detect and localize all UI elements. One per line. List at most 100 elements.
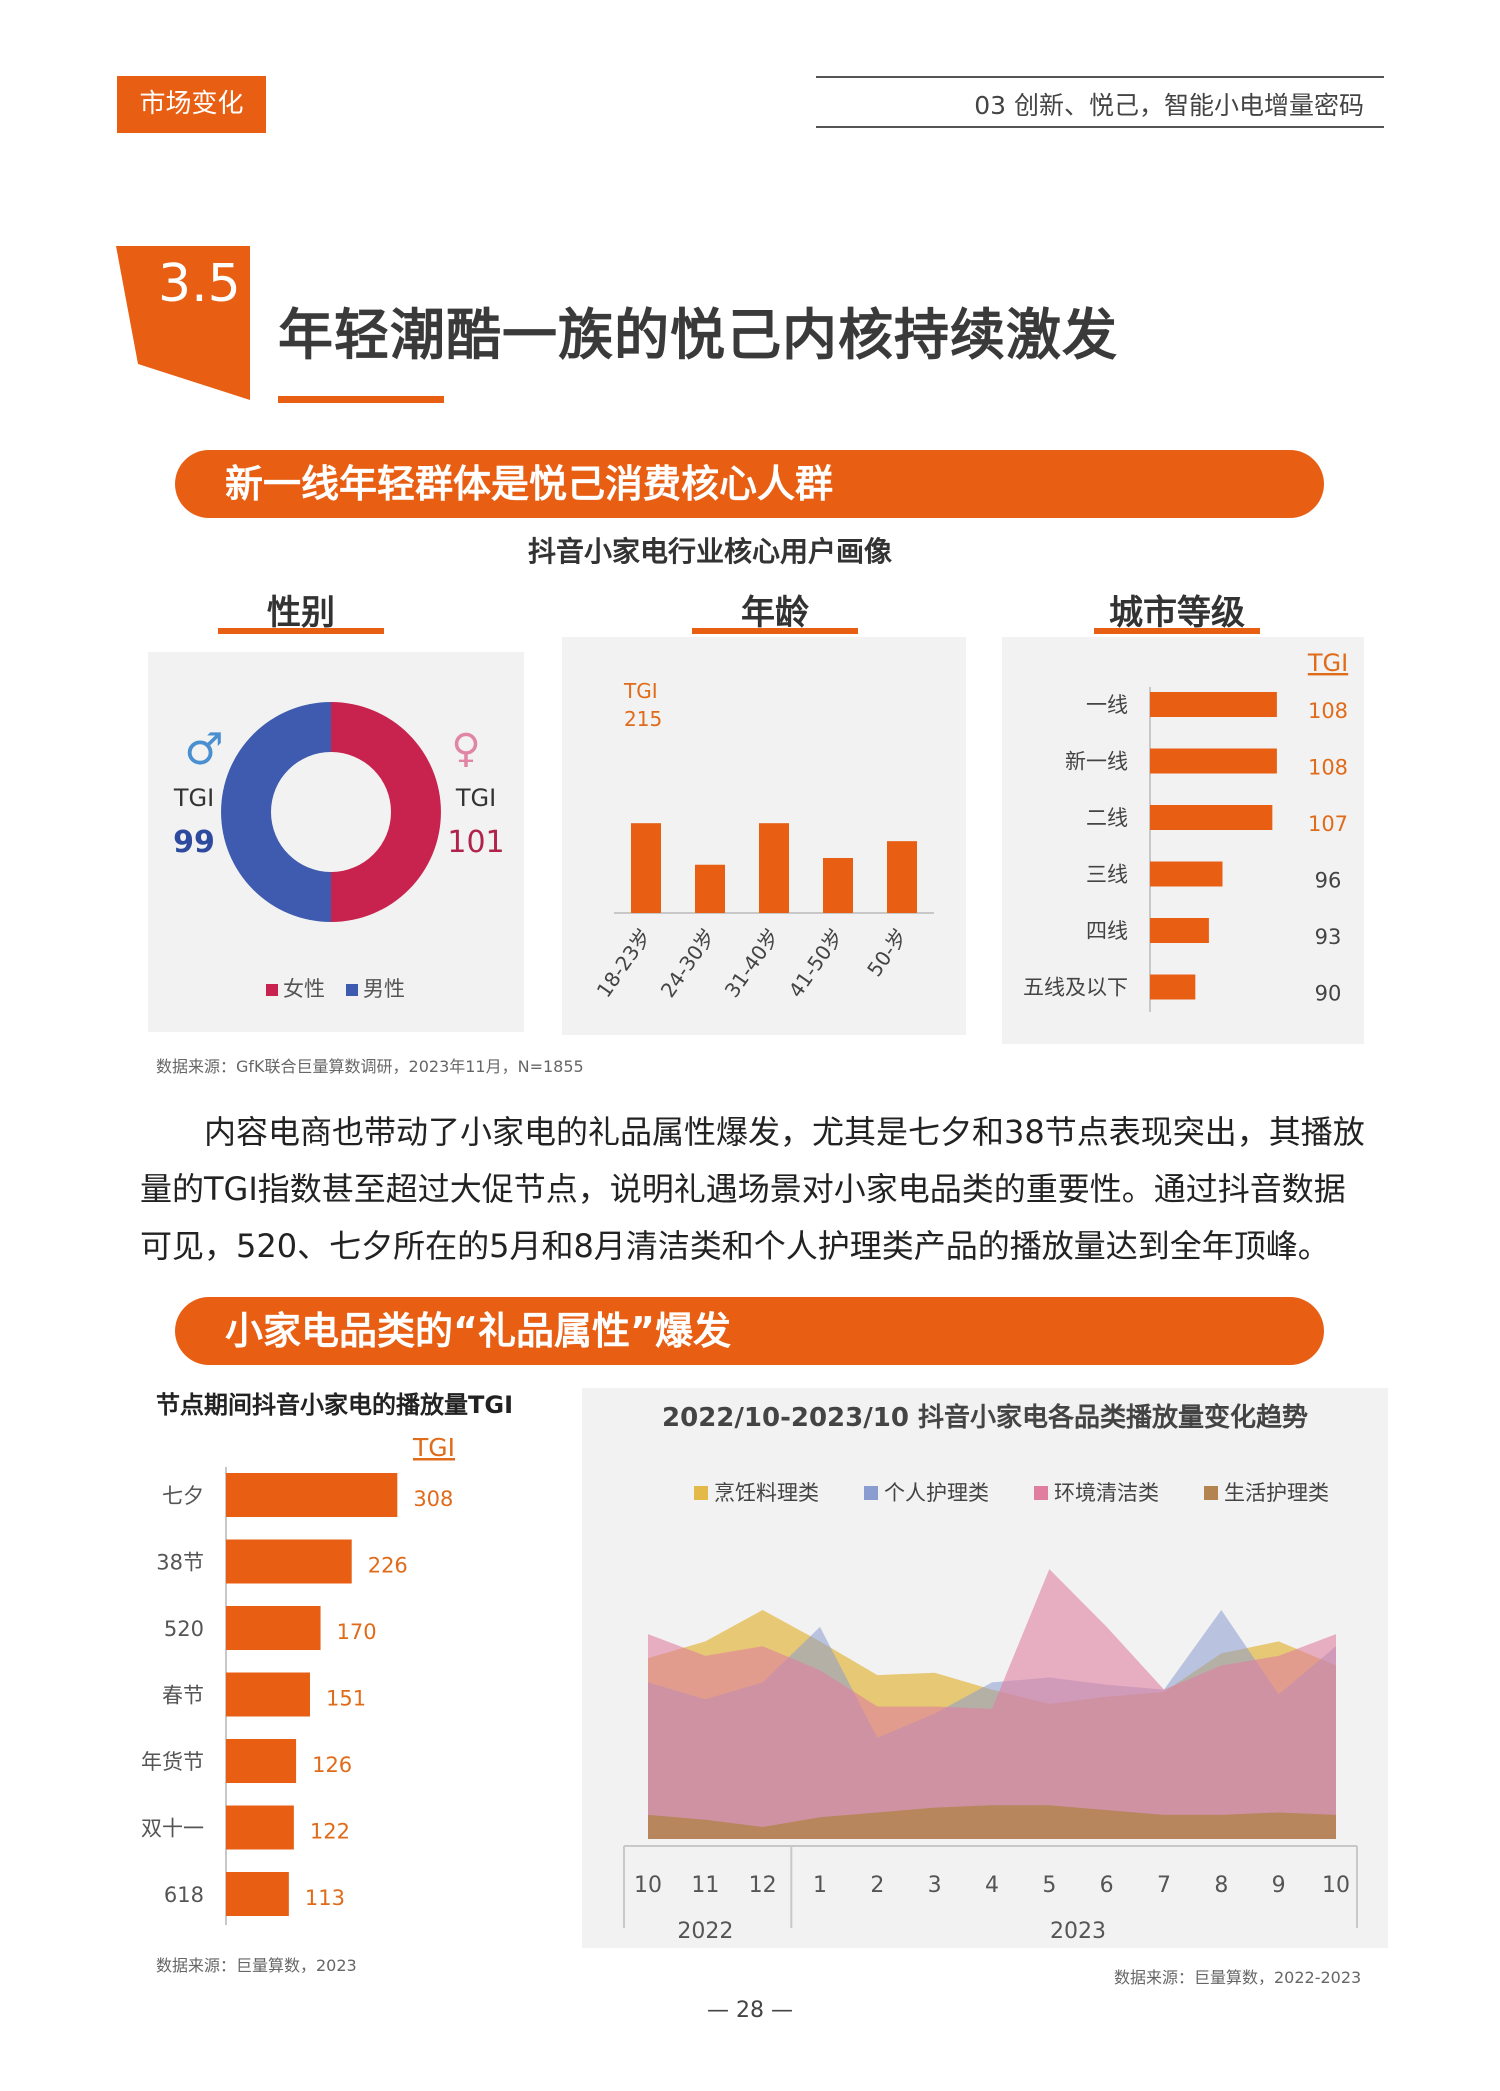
trend-chart-title: 2022/10-2023/10 抖音小家电各品类播放量变化趋势 (662, 1402, 1308, 1433)
trend-panel: 2022/10-2023/10 抖音小家电各品类播放量变化趋势 烹饪料理类 个人护理… (582, 1388, 1388, 1948)
city-value-label: 90 (1315, 982, 1342, 1006)
holiday-bar (226, 1805, 294, 1850)
trend-x-tick: 2 (870, 1873, 884, 1898)
age-bar (631, 823, 661, 913)
holiday-tgi-header: TGI (412, 1433, 455, 1462)
trend-x-tick: 11 (691, 1873, 719, 1898)
holiday-tgi-bar-chart: 节点期间抖音小家电的播放量TGI TGI 七夕 308 38节 226 520 170 春节 15… (141, 1391, 513, 1925)
holiday-value-label: 126 (312, 1753, 352, 1777)
age-bar (695, 864, 725, 913)
age-tick-label: 50-岁 (862, 924, 912, 981)
holiday-bar (226, 1473, 398, 1517)
panel-underline-age (692, 628, 858, 634)
city-bar (1150, 974, 1196, 1000)
trend-legend-swatch (864, 1486, 878, 1500)
city-category-label: 新一线 (1065, 750, 1128, 774)
trend-x-tick: 12 (749, 1873, 777, 1898)
city-tgi-header: TGI (1307, 649, 1348, 677)
trend-legend-swatch (1034, 1486, 1048, 1500)
holiday-category-label: 38节 (156, 1551, 204, 1575)
trend-area-series (648, 1569, 1336, 1839)
age-bar (887, 841, 917, 913)
trend-year-label: 2022 (677, 1919, 733, 1944)
female-symbol-icon: ♀ (451, 726, 480, 772)
city-value-label: 93 (1315, 925, 1342, 949)
age-bar (823, 857, 853, 913)
legend-label-0: 女性 (283, 977, 325, 1001)
holiday-chart-title: 节点期间抖音小家电的播放量TGI (156, 1391, 513, 1419)
trend-x-tick: 7 (1157, 1873, 1171, 1898)
donut-slice-0 (331, 702, 441, 922)
body-paragraph: 内容电商也带动了小家电的礼品属性爆发，尤其是七夕和38节点表现突出，其播放量的T… (140, 1113, 1365, 1265)
section-number: 3.5 (158, 254, 241, 314)
age-bar (759, 823, 789, 913)
banner-core-users: 新一线年轻群体是悦己消费核心人群 (175, 450, 1324, 518)
donut-slice-1 (221, 702, 331, 922)
holiday-category-label: 双十一 (141, 1817, 204, 1841)
holiday-value-label: 308 (413, 1487, 453, 1511)
holiday-value-label: 226 (368, 1554, 408, 1578)
holiday-bar (226, 1739, 297, 1783)
trend-legend-swatch (1204, 1486, 1218, 1500)
city-category-label: 二线 (1086, 806, 1128, 830)
panel-label-age: 年龄 (741, 593, 809, 633)
panel-underline-gender (218, 628, 384, 634)
panel-label-city: 城市等级 (1109, 593, 1245, 633)
age-tick-label: 41-50岁 (784, 924, 848, 1002)
trend-x-tick: 6 (1100, 1873, 1114, 1898)
city-value-label: 107 (1308, 812, 1348, 836)
trend-x-tick: 10 (1322, 1873, 1350, 1898)
holiday-value-label: 151 (326, 1687, 366, 1711)
holiday-value-label: 122 (310, 1820, 350, 1844)
trend-x-tick: 5 (1042, 1873, 1056, 1898)
holiday-category-label: 618 (164, 1883, 204, 1907)
chart-title-user-profile: 抖音小家电行业核心用户画像 (527, 535, 892, 568)
age-panel: TGI 215 18-23岁 24-30岁 31-40岁 41-50岁 50-岁 (562, 637, 966, 1035)
source-note-profile: 数据来源：GfK联合巨量算数调研，2023年11月，N=1855 (156, 1057, 584, 1076)
city-value-label: 108 (1308, 756, 1348, 780)
age-tick-label: 31-40岁 (720, 924, 784, 1002)
section-title: 年轻潮酷一族的悦己内核持续激发 (278, 303, 1119, 367)
age-tick-label: 24-30岁 (656, 924, 720, 1002)
banner-gift-attribute: 小家电品类的“礼品属性”爆发 (175, 1297, 1324, 1365)
trend-legend-label: 个人护理类 (884, 1481, 989, 1505)
header-rule-top (816, 76, 1384, 78)
holiday-category-label: 七夕 (162, 1484, 204, 1508)
holiday-category-label: 春节 (162, 1684, 204, 1708)
trend-x-tick: 3 (928, 1873, 942, 1898)
holiday-bar (226, 1539, 352, 1584)
city-bar (1150, 748, 1277, 774)
trend-legend-label: 生活护理类 (1224, 1481, 1329, 1505)
holiday-bar (226, 1606, 321, 1650)
holiday-value-label: 170 (337, 1620, 377, 1644)
city-bar (1150, 918, 1209, 943)
trend-year-label: 2023 (1050, 1919, 1106, 1944)
holiday-bar (226, 1672, 310, 1717)
male-tgi-value: 99 (173, 825, 215, 860)
section-number-badge (116, 246, 250, 400)
source-note-trend: 数据来源：巨量算数，2022-2023 (1114, 1968, 1362, 1987)
source-note-holiday: 数据来源：巨量算数，2023 (156, 1956, 357, 1975)
gender-donut-chart: ♂ TGI 99 ♀ TGI 101 女性 男性 (173, 702, 505, 1001)
trend-x-tick: 10 (634, 1873, 662, 1898)
city-bar (1150, 805, 1273, 830)
legend-swatch-1 (346, 984, 358, 996)
holiday-value-label: 113 (305, 1886, 345, 1910)
male-tgi-label: TGI (173, 784, 214, 812)
city-value-label: 108 (1308, 699, 1348, 723)
holiday-bar (226, 1872, 289, 1916)
trend-x-tick: 9 (1272, 1873, 1286, 1898)
male-symbol-icon: ♂ (184, 724, 223, 775)
age-axis-value: 215 (624, 707, 662, 731)
age-tick-label: 18-23岁 (592, 924, 656, 1002)
age-axis-label: TGI (623, 679, 658, 703)
chapter-title: 03 创新、悦己，智能小电增量密码 (974, 91, 1364, 120)
city-category-label: 五线及以下 (1023, 976, 1128, 1000)
header-rule-bottom (816, 126, 1384, 128)
section-tag: 市场变化 (117, 76, 266, 133)
page-number: — 28 — (707, 1998, 793, 2023)
trend-area-series (648, 1805, 1336, 1839)
section-title-underline (278, 396, 444, 403)
city-panel: TGI 一线 108 新一线 108 二线 107 三线 96 四线 93 五线及以下 90 (1002, 637, 1364, 1044)
